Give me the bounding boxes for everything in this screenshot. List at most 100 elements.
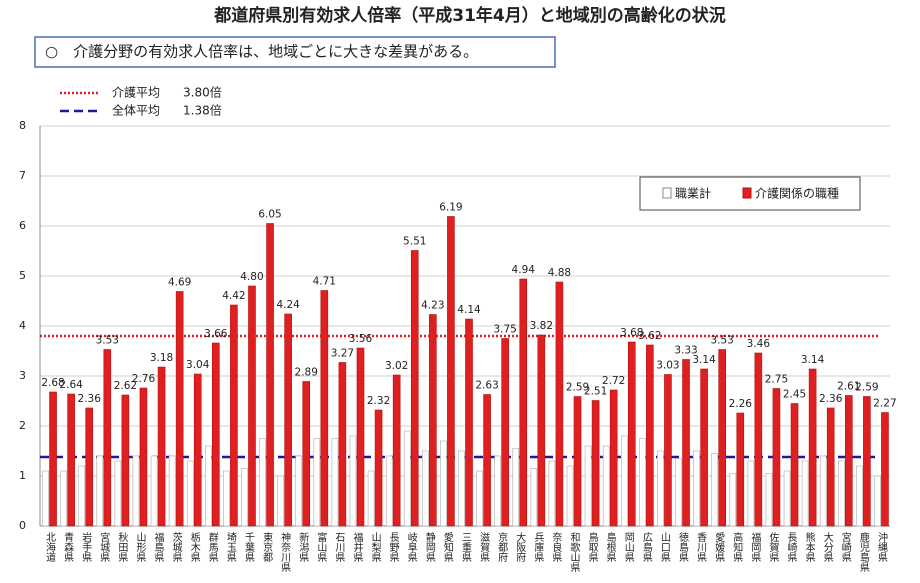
- bar: [168, 455, 176, 527]
- x-tick-label: 熊本県: [803, 531, 815, 563]
- data-label: 2.61: [837, 381, 860, 393]
- y-tick-label: 2: [19, 419, 26, 432]
- y-tick-label: 3: [19, 369, 26, 382]
- bar: [837, 460, 845, 527]
- data-label: 2.45: [783, 389, 806, 401]
- bar: [826, 407, 835, 527]
- x-tick-label: 岩手県: [80, 531, 92, 563]
- bar: [349, 435, 357, 527]
- bar: [60, 470, 67, 527]
- bar: [790, 403, 799, 527]
- data-label: 3.53: [96, 335, 119, 347]
- x-tick-label: 北海道: [44, 532, 56, 562]
- x-tick-label: 山口県: [658, 532, 670, 563]
- data-label: 2.75: [765, 374, 788, 386]
- bar: [682, 359, 690, 527]
- x-tick-label: 和歌山県: [568, 532, 580, 573]
- y-tick-label: 4: [19, 319, 26, 332]
- data-label: 2.32: [367, 395, 390, 407]
- x-tick-label: 鹿児島県: [857, 531, 869, 573]
- bar: [295, 455, 303, 527]
- bar: [711, 453, 718, 527]
- y-tick-label: 7: [19, 169, 26, 182]
- bar: [356, 347, 365, 527]
- data-label: 2.36: [78, 393, 102, 405]
- x-tick-label: 秋田県: [116, 531, 128, 563]
- bar: [646, 344, 654, 527]
- data-label: 3.53: [710, 335, 733, 347]
- bar: [367, 470, 375, 527]
- bar: [241, 468, 248, 527]
- data-label: 2.51: [584, 386, 607, 398]
- bar: [856, 465, 863, 527]
- data-label: 2.72: [602, 375, 625, 387]
- data-label: 4.14: [457, 304, 481, 316]
- bar: [331, 438, 339, 527]
- bar: [320, 290, 329, 527]
- bar: [863, 396, 871, 527]
- bar: [530, 468, 538, 527]
- data-label: 3.75: [493, 324, 516, 336]
- x-tick-label: 三重県: [460, 532, 472, 563]
- bar: [747, 460, 755, 527]
- bar: [429, 314, 437, 527]
- x-tick-label: 京都府: [496, 531, 508, 563]
- x-tick-label: 福井県: [351, 531, 363, 563]
- x-tick-label: 埼玉県: [224, 531, 236, 563]
- bar: [627, 341, 636, 527]
- bar: [212, 342, 220, 527]
- data-label: 2.68: [41, 377, 64, 389]
- subtitle-box: [34, 36, 556, 68]
- x-tick-label: 山梨県: [369, 532, 381, 563]
- x-tick-label: 宮崎県: [839, 531, 851, 563]
- bar: [266, 223, 274, 527]
- bar: [609, 389, 618, 527]
- bar: [42, 470, 49, 527]
- data-label: 2.26: [729, 398, 753, 410]
- bar: [447, 216, 455, 527]
- data-label: 3.56: [349, 333, 373, 345]
- reference-legend-label: 介護平均: [112, 85, 160, 100]
- bar: [313, 438, 321, 527]
- bar: [512, 448, 520, 527]
- subtitle: ○ 介護分野の有効求人倍率は、地域ごとに大きな差異がある。: [45, 43, 478, 61]
- x-tick-label: 群馬県: [206, 531, 218, 563]
- data-label: 4.23: [421, 300, 444, 312]
- legend-label: 介護関係の職種: [755, 186, 839, 201]
- bar: [700, 368, 708, 527]
- data-label: 3.14: [801, 354, 825, 366]
- data-label: 3.18: [150, 352, 173, 364]
- data-label: 3.14: [692, 354, 716, 366]
- bar: [718, 349, 726, 527]
- bar: [783, 470, 791, 527]
- x-tick-label: 大阪府: [514, 531, 526, 563]
- x-tick-label: 神奈川県: [279, 531, 291, 573]
- data-label: 2.64: [59, 379, 83, 391]
- bar: [584, 445, 592, 527]
- bar: [103, 349, 112, 527]
- bar: [754, 352, 763, 527]
- bar: [657, 450, 664, 527]
- bar: [193, 373, 202, 527]
- data-label: 3.66: [204, 328, 228, 340]
- data-label: 3.82: [530, 320, 553, 332]
- bar: [205, 445, 212, 527]
- data-label: 3.62: [638, 330, 661, 342]
- bar: [729, 473, 737, 527]
- x-tick-label: 佐賀県: [767, 532, 779, 563]
- x-tick-label: 香川県: [695, 532, 707, 563]
- data-label: 2.59: [566, 382, 589, 394]
- x-tick-label: 宮城県: [98, 531, 110, 563]
- data-label: 3.68: [620, 327, 643, 339]
- bar: [186, 460, 194, 527]
- reference-legend-value: 1.38倍: [183, 103, 222, 118]
- x-tick-label: 徳島県: [677, 531, 689, 563]
- x-tick-label: 島根県: [604, 531, 616, 563]
- bar: [573, 396, 582, 527]
- data-label: 2.89: [295, 367, 318, 379]
- bar: [494, 455, 501, 527]
- bar: [385, 455, 393, 527]
- bar: [284, 313, 292, 527]
- bar: [765, 473, 773, 527]
- y-tick-label: 1: [19, 469, 26, 482]
